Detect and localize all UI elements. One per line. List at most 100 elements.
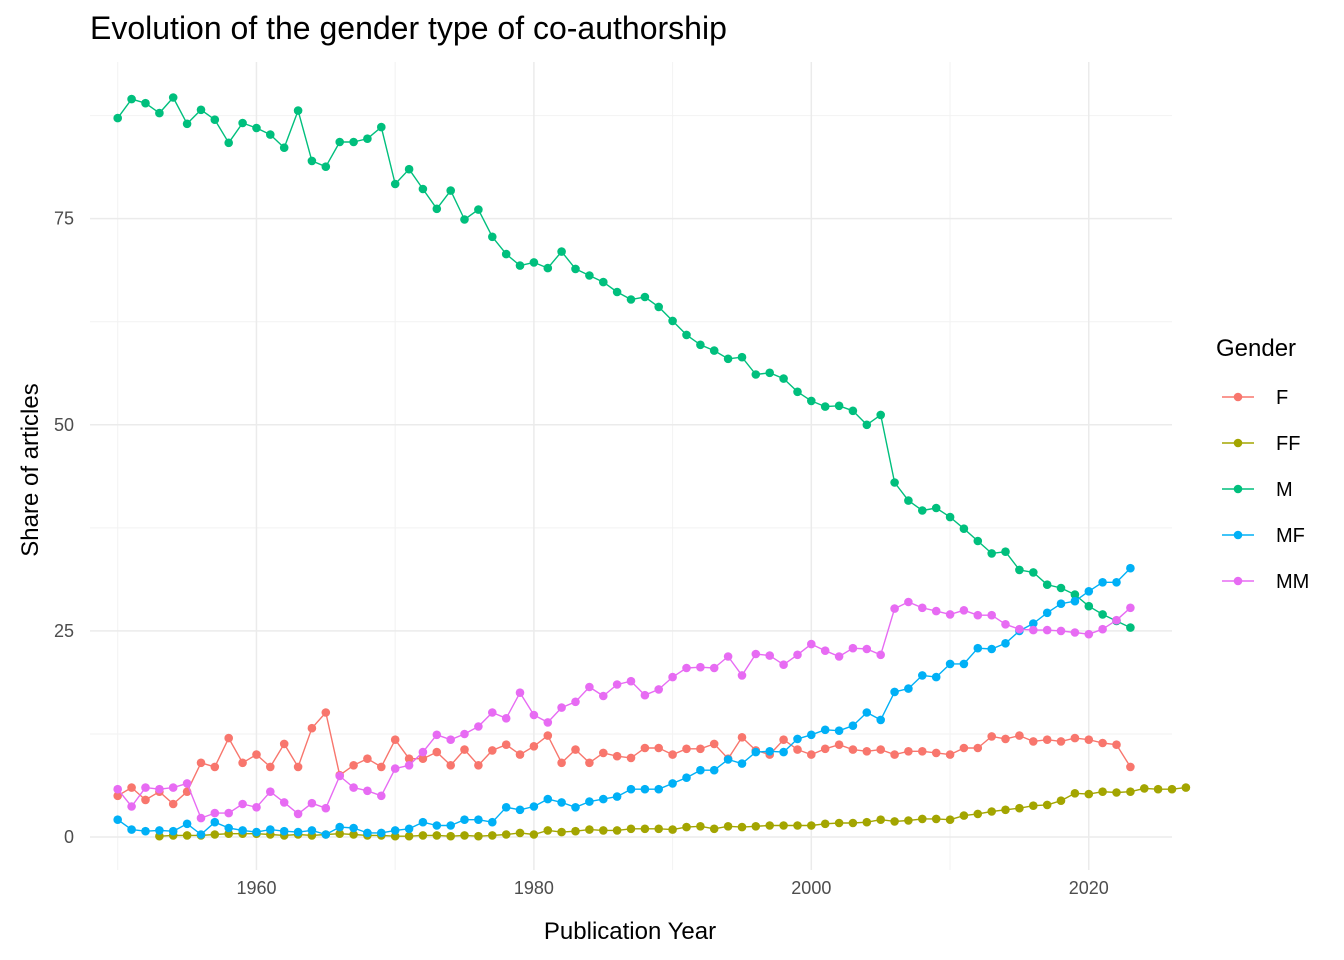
data-point-F — [113, 791, 122, 801]
data-point-MF — [848, 721, 858, 730]
data-point-FF — [682, 822, 691, 832]
data-point-MF — [210, 817, 220, 827]
data-point-F — [307, 723, 317, 733]
data-point-MM — [848, 643, 858, 653]
data-point-F — [1029, 737, 1038, 746]
data-point-MF — [820, 725, 830, 735]
data-point-F — [807, 750, 816, 759]
legend-item-MM: MM — [1222, 571, 1309, 593]
data-point-M — [959, 524, 969, 533]
data-point-MM — [321, 803, 331, 813]
data-point-F — [585, 758, 594, 768]
data-point-MF — [279, 826, 289, 836]
data-point-M — [987, 549, 996, 558]
data-point-M — [141, 98, 150, 108]
data-point-F — [224, 733, 233, 743]
data-point-MM — [709, 663, 719, 673]
data-point-FF — [807, 821, 816, 830]
data-point-FF — [1112, 788, 1121, 797]
legend-title: Gender — [1216, 335, 1296, 362]
data-point-M — [931, 503, 941, 513]
data-point-MM — [335, 771, 345, 781]
series-layer — [113, 93, 1191, 841]
data-point-FF — [931, 814, 941, 824]
data-point-FF — [418, 831, 428, 840]
data-point-F — [1084, 735, 1094, 744]
data-point-FF — [210, 830, 220, 839]
data-point-MF — [141, 826, 150, 836]
data-point-F — [626, 753, 636, 763]
data-point-FF — [959, 811, 969, 820]
data-point-MM — [626, 676, 636, 686]
data-point-FF — [904, 816, 913, 825]
legend-label: MM — [1276, 571, 1309, 593]
data-point-MM — [599, 691, 608, 701]
data-point-M — [238, 118, 247, 128]
data-point-M — [1042, 580, 1052, 589]
data-point-FF — [765, 821, 774, 830]
data-point-M — [404, 164, 414, 174]
data-point-F — [793, 745, 802, 754]
data-point-MM — [1084, 629, 1094, 639]
data-point-F — [696, 744, 705, 754]
data-point-FF — [571, 826, 580, 836]
data-point-F — [529, 742, 539, 751]
data-point-F — [1015, 731, 1024, 740]
data-point-M — [945, 512, 955, 522]
data-point-F — [682, 744, 691, 754]
data-point-FF — [488, 831, 497, 840]
data-point-MF — [585, 797, 594, 806]
x-tick-label: 2020 — [1069, 878, 1109, 898]
data-point-MF — [599, 794, 608, 804]
data-point-MF — [709, 765, 719, 775]
x-tick-label: 1980 — [514, 878, 554, 898]
data-point-M — [529, 258, 539, 267]
data-point-M — [363, 134, 372, 143]
data-point-MM — [654, 685, 663, 694]
data-point-M — [807, 396, 816, 406]
legend-item-F: F — [1222, 387, 1288, 409]
data-point-MM — [307, 798, 317, 808]
data-point-MF — [293, 827, 303, 837]
data-point-MM — [543, 718, 553, 727]
data-point-FF — [876, 815, 885, 824]
x-tick-label: 1960 — [236, 878, 276, 898]
legend-item-FF: FF — [1222, 433, 1300, 455]
data-point-M — [599, 277, 608, 287]
data-point-MM — [987, 610, 996, 620]
data-point-FF — [1126, 787, 1135, 796]
data-point-MF — [654, 784, 663, 794]
legend-key-point — [1233, 438, 1243, 448]
data-point-MM — [1001, 620, 1010, 629]
data-point-FF — [834, 818, 844, 828]
legend-item-M: M — [1222, 479, 1293, 501]
data-point-M — [585, 271, 594, 280]
data-point-M — [820, 402, 830, 411]
chart-title: Evolution of the gender type of co-autho… — [90, 10, 727, 46]
data-point-MF — [612, 792, 622, 801]
data-point-FF — [696, 822, 705, 831]
data-point-MM — [931, 606, 941, 616]
data-point-MM — [807, 639, 816, 649]
data-point-MM — [113, 784, 122, 794]
data-point-F — [599, 748, 608, 758]
data-point-MM — [141, 783, 150, 792]
data-point-F — [654, 743, 663, 753]
data-point-M — [252, 123, 261, 133]
data-point-F — [418, 754, 428, 763]
data-point-FF — [779, 821, 788, 830]
legend-label: FF — [1276, 433, 1300, 455]
data-point-M — [293, 106, 303, 115]
legend-key-point — [1233, 576, 1243, 586]
data-point-MF — [1112, 578, 1121, 587]
data-point-MM — [557, 703, 566, 712]
data-point-M — [765, 368, 774, 378]
data-point-M — [737, 352, 747, 362]
data-point-MM — [432, 730, 442, 740]
data-point-MM — [418, 747, 428, 757]
data-point-MM — [515, 688, 525, 697]
data-point-FF — [335, 829, 345, 838]
data-point-M — [321, 162, 331, 171]
data-point-M — [155, 108, 164, 118]
